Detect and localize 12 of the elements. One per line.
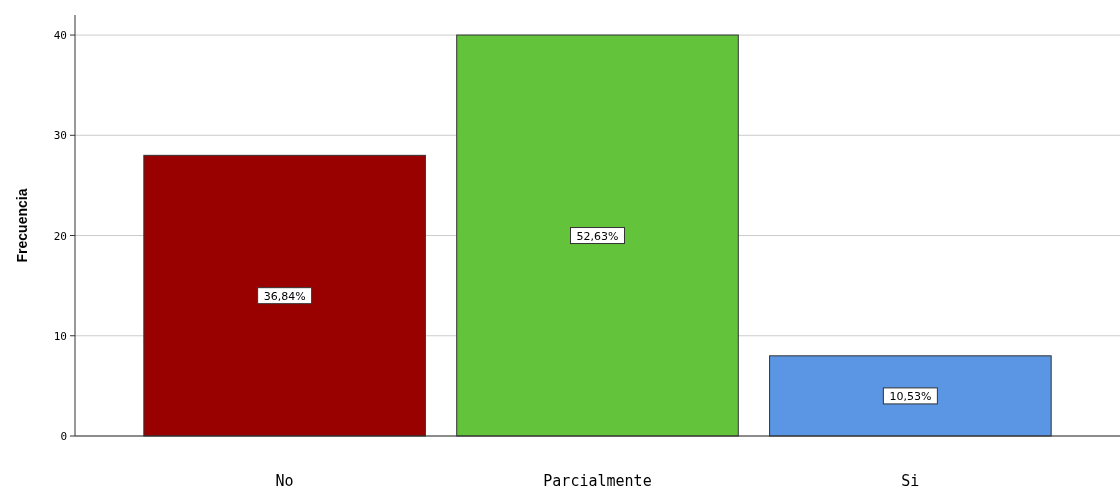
y-axis-title: Frecuencia <box>14 188 30 263</box>
y-tick-label: 10 <box>53 329 67 343</box>
y-tick-label: 40 <box>53 29 67 43</box>
x-tick-label: Si <box>901 472 920 490</box>
x-tick-label: No <box>275 472 294 490</box>
annotation: 10,53% <box>889 389 932 403</box>
y-tick-label: 30 <box>53 129 67 143</box>
y-tick-label: 20 <box>53 229 67 243</box>
annotation: 36,84% <box>263 289 306 303</box>
y-tick-label: 0 <box>60 430 67 443</box>
x-tick-label: Parcialmente <box>543 472 652 490</box>
annotation: 52,63% <box>576 229 619 243</box>
